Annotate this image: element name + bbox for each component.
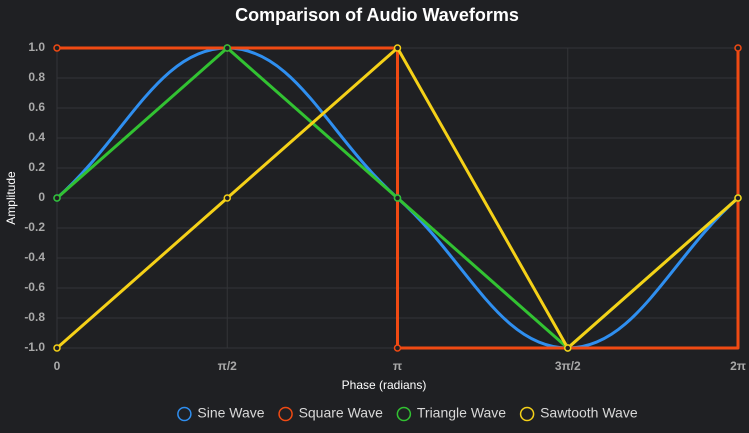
legend-item: Square Wave bbox=[278, 405, 384, 422]
point bbox=[393, 344, 402, 352]
y-tick-label: 0.8 bbox=[28, 70, 45, 84]
point bbox=[53, 344, 61, 352]
legend-marker bbox=[396, 406, 412, 422]
x-axis-title: Phase (radians) bbox=[342, 378, 427, 392]
legend-text: Triangle Wave bbox=[417, 405, 506, 421]
y-tick-label: -1.0 bbox=[24, 340, 45, 354]
legend-text: Square Wave bbox=[299, 405, 384, 421]
x-tick-label: π/2 bbox=[218, 359, 238, 373]
x-tick-label: 2π bbox=[730, 359, 746, 373]
legend-text: Sawtooth Wave bbox=[540, 405, 638, 421]
legend: Sine Wave Square Wave Triangle Wave Sawtoot… bbox=[177, 405, 638, 422]
y-tick-label: 1.0 bbox=[28, 40, 45, 54]
legend-item: Sawtooth Wave bbox=[519, 405, 638, 422]
legend-item: Triangle Wave bbox=[396, 405, 506, 422]
chart-title: Comparison of Audio Waveforms bbox=[235, 5, 519, 25]
legend-marker bbox=[519, 406, 535, 422]
y-tick-label: 0.6 bbox=[28, 100, 45, 114]
y-tick-label: 0.4 bbox=[28, 130, 45, 144]
point bbox=[53, 194, 61, 202]
y-tick-label: 0.2 bbox=[28, 160, 45, 174]
y-tick-label: -0.6 bbox=[24, 280, 45, 294]
point bbox=[564, 344, 572, 352]
point bbox=[734, 44, 742, 52]
legend-marker bbox=[177, 406, 192, 422]
x-tick-label: π bbox=[393, 359, 402, 373]
legend-text: Sine Wave bbox=[197, 405, 264, 421]
y-tick-label: -0.2 bbox=[24, 220, 45, 234]
legend-item: Sine Wave bbox=[177, 405, 265, 422]
point bbox=[734, 194, 742, 202]
y-tick-label: -0.4 bbox=[24, 250, 45, 264]
x-tick-label: 0 bbox=[54, 359, 61, 373]
point bbox=[393, 44, 402, 52]
legend-marker bbox=[278, 406, 293, 422]
point bbox=[223, 44, 231, 52]
point bbox=[223, 194, 231, 202]
x-tick-label: 3π/2 bbox=[555, 359, 581, 373]
point bbox=[393, 194, 402, 202]
y-axis-title: Amplitude bbox=[4, 171, 18, 225]
y-tick-label: -0.8 bbox=[24, 310, 45, 324]
y-tick-label: 0 bbox=[38, 190, 45, 204]
point bbox=[53, 44, 61, 52]
